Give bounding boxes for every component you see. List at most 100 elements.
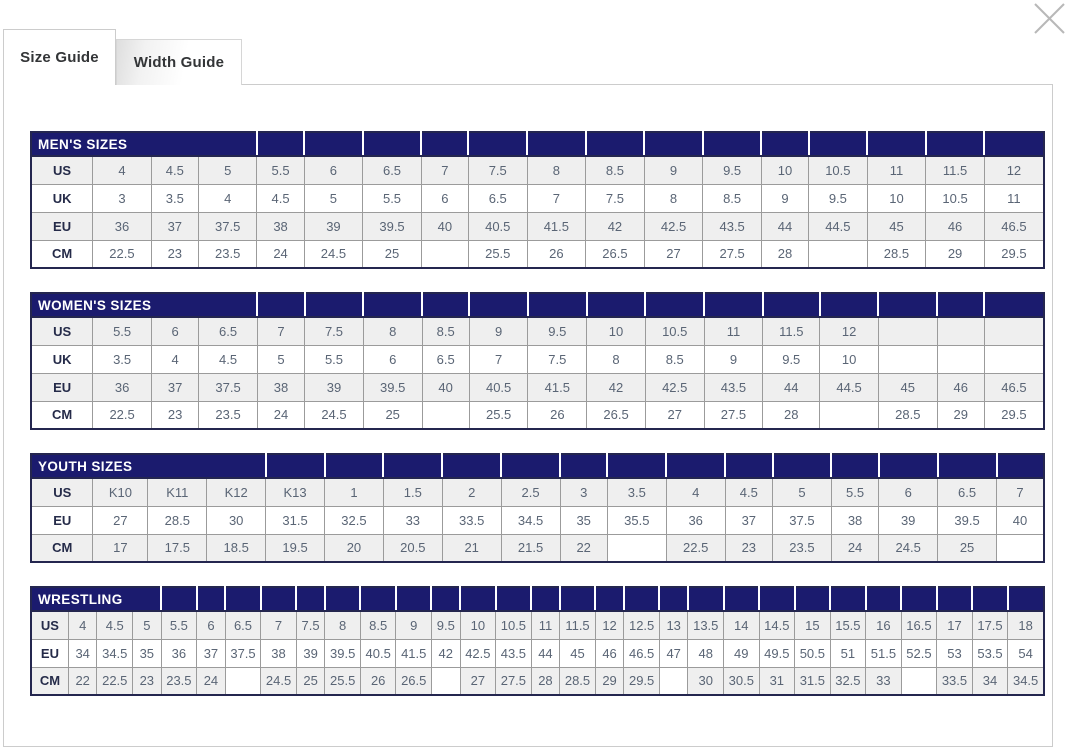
header-spacer-cell: [494, 587, 532, 612]
header-spacer-cell: [722, 587, 760, 612]
size-cell: 5.5: [304, 344, 364, 374]
size-cell: 22.5: [96, 666, 134, 696]
size-cell: 9: [643, 155, 704, 185]
size-cell: 37.5: [772, 505, 832, 535]
size-cell: 10.5: [925, 183, 985, 213]
size-cell: 49: [723, 638, 760, 668]
size-cell: 8: [643, 183, 704, 213]
row-label: CM: [30, 666, 69, 696]
header-spacer-cell: [758, 587, 795, 612]
header-spacer-cell: [295, 587, 325, 612]
header-spacer-cell: [761, 293, 820, 318]
header-spacer-cell: [643, 132, 703, 157]
size-cell: 6: [303, 155, 364, 185]
size-cell: 33.5: [936, 666, 973, 696]
size-cell: 12.5: [623, 610, 660, 640]
header-spacer-cell: [760, 132, 809, 157]
size-cell: 17: [936, 610, 973, 640]
size-cell: [996, 533, 1045, 563]
size-cell: 29: [594, 666, 625, 696]
row-label: US: [30, 155, 94, 185]
size-cell: 7: [260, 610, 297, 640]
table-row-cm: CM 22.5 23 23.5 24 24.5 25 25.5 26 26.5 27 27.5 28 28…: [30, 400, 1045, 430]
table-row-eu: EU 36 37 37.5 38 39 39.5 40 40.5 41.5 42 42.5 43.5 44…: [30, 372, 1045, 402]
size-cell: 40.5: [359, 638, 397, 668]
size-cell: K10: [92, 477, 149, 507]
size-table-women-s-sizes: WOMEN'S SIZES US 5.5 6 6.5 7 7.5 8 8.5 9 9.5 10 10.5…: [30, 292, 1045, 430]
row-label: UK: [30, 183, 94, 213]
size-cell: 33: [865, 666, 902, 696]
header-spacer-cell: [467, 132, 528, 157]
size-cell: 52.5: [900, 638, 938, 668]
size-cell: 8.5: [644, 344, 705, 374]
size-cell: 24: [196, 666, 226, 696]
table-row-us: US 4 4.5 5 5.5 6 6.5 7 7.5 8 8.5 9 9.5 10 10.5 11 11.5 12: [30, 155, 1045, 185]
size-cell: 8: [526, 155, 587, 185]
table-header-row: WRESTLING: [31, 587, 1044, 612]
size-cell: 11.5: [559, 610, 596, 640]
size-cell: [224, 666, 262, 696]
table-row-eu: EU 36 37 37.5 38 39 39.5 40 40.5 41.5 42 42.5 43.5 44…: [30, 211, 1045, 241]
size-cell: 37: [150, 211, 199, 241]
size-cell: 3: [92, 183, 152, 213]
table-row-eu: EU 27 28.5 30 31.5 32.5 33 33.5 34.5 35 35.5 36 37 37…: [30, 505, 1045, 535]
table-header-row: WOMEN'S SIZES: [31, 293, 1044, 318]
size-cell: 10: [586, 316, 646, 346]
size-cell: 46: [925, 211, 985, 241]
size-cell: 41.5: [526, 211, 587, 241]
size-cell: 21: [441, 533, 502, 563]
header-spacer-cell: [430, 587, 461, 612]
size-cell: [421, 400, 470, 430]
size-cell: 5.5: [92, 316, 152, 346]
size-cell: 6.5: [198, 316, 258, 346]
size-cell: 22.5: [92, 239, 152, 269]
size-cell: 7: [996, 477, 1045, 507]
table-row-cm: CM 17 17.5 18.5 19.5 20 20.5 21 21.5 22 22.5 23 23.5…: [30, 533, 1045, 563]
table-row-cm: CM 22.5 23 23.5 24 24.5 25 25.5 26 26.5 27 27.5 28 28…: [30, 239, 1045, 269]
tab-width-guide[interactable]: Width Guide: [116, 39, 242, 85]
size-cell: 7.5: [527, 344, 588, 374]
close-button[interactable]: [1031, 1, 1067, 37]
header-spacer-cell: [807, 132, 868, 157]
size-cell: [936, 316, 985, 346]
size-cell: 38: [830, 505, 880, 535]
size-cell: 11: [866, 155, 927, 185]
size-cell: 5.5: [830, 477, 880, 507]
header-spacer-cell: [830, 454, 879, 479]
tables-container: MEN'S SIZES US 4 4.5 5 5.5 6 6.5 7 7.5 8 8.5 9 9.5 10 1…: [4, 85, 1052, 696]
size-cell: 6: [362, 344, 423, 374]
header-spacer-cell: [877, 454, 938, 479]
table-header-row: MEN'S SIZES: [31, 132, 1044, 157]
tab-size-guide[interactable]: Size Guide: [3, 29, 116, 85]
size-table-youth-sizes: YOUTH SIZES US K10 K11 K12 K13 1 1.5 2 2.5 3 3.5 4 4.…: [30, 453, 1045, 563]
size-cell: 9.5: [808, 183, 868, 213]
size-cell: 8.5: [359, 610, 397, 640]
size-cell: K13: [265, 477, 325, 507]
size-cell: 9.5: [527, 316, 588, 346]
size-cell: 12: [983, 155, 1045, 185]
size-cell: 29.5: [623, 666, 660, 696]
size-cell: 36: [92, 211, 152, 241]
size-cell: 37.5: [197, 211, 258, 241]
size-cell: 5: [256, 344, 306, 374]
size-cell: 35: [132, 638, 162, 668]
size-cell: 42.5: [459, 638, 497, 668]
size-cell: 5: [772, 477, 832, 507]
size-cell: 7.5: [304, 316, 364, 346]
size-cell: 42: [585, 211, 645, 241]
header-spacer-cell: [724, 454, 773, 479]
size-cell: 16: [865, 610, 902, 640]
size-table-men-s-sizes: MEN'S SIZES US 4 4.5 5 5.5 6 6.5 7 7.5 8 8.5 9 9.5 10 1…: [30, 131, 1045, 269]
header-spacer-cell: [793, 587, 831, 612]
header-spacer-cell: [771, 454, 832, 479]
size-cell: 24.5: [304, 400, 364, 430]
header-spacer-cell: [935, 587, 973, 612]
size-cell: 8.5: [585, 155, 645, 185]
size-cell: 35.5: [606, 505, 667, 535]
size-cell: 27.5: [703, 400, 764, 430]
header-spacer-cell: [303, 132, 363, 157]
size-cell: 25: [937, 533, 997, 563]
size-cell: 39.5: [937, 505, 997, 535]
size-cell: 30.5: [723, 666, 760, 696]
size-cell: 22.5: [92, 400, 152, 430]
